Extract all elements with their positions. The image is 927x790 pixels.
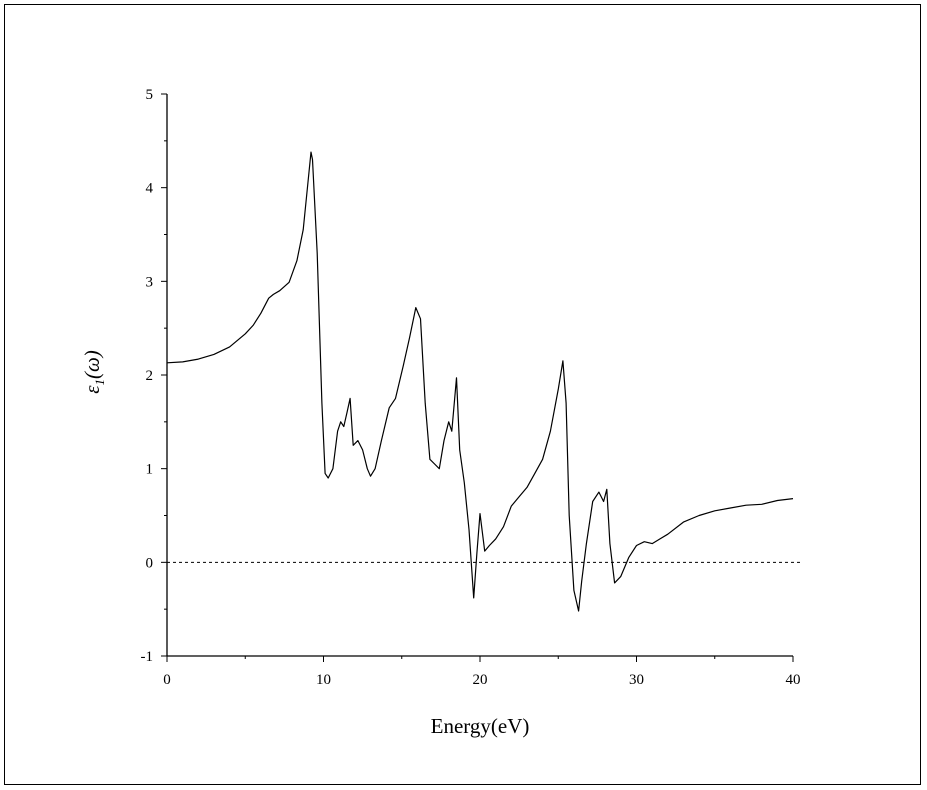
- x-axis-title: Energy(eV): [431, 714, 530, 738]
- y-axis-title-subscript: 1: [92, 379, 107, 386]
- y-tick-label: 2: [146, 368, 154, 384]
- x-tick-label: 20: [473, 672, 488, 688]
- series-layer: [166, 151, 794, 612]
- y-tick-label: 0: [146, 555, 154, 571]
- axis-ticks: [161, 93, 794, 662]
- tick-labels: 0 10 20 30 40 -1 0 1 2 3 4 5: [141, 87, 801, 688]
- y-axis-title-symbol: ε: [80, 385, 104, 394]
- y-tick-label: 3: [146, 274, 154, 290]
- y-tick-label: -1: [141, 649, 154, 665]
- y-tick-label: 5: [146, 87, 154, 103]
- y-tick-label: 1: [146, 462, 154, 478]
- x-tick-label: 30: [629, 672, 644, 688]
- series-line: [166, 151, 794, 612]
- figure-frame: [4, 4, 921, 785]
- y-axis-title-argument: (ω): [80, 350, 104, 379]
- y-axis-title: ε1(ω): [80, 350, 107, 394]
- y-tick-label: 4: [146, 181, 154, 197]
- x-tick-label: 40: [786, 672, 801, 688]
- x-tick-label: 10: [316, 672, 331, 688]
- x-tick-label: 0: [163, 672, 171, 688]
